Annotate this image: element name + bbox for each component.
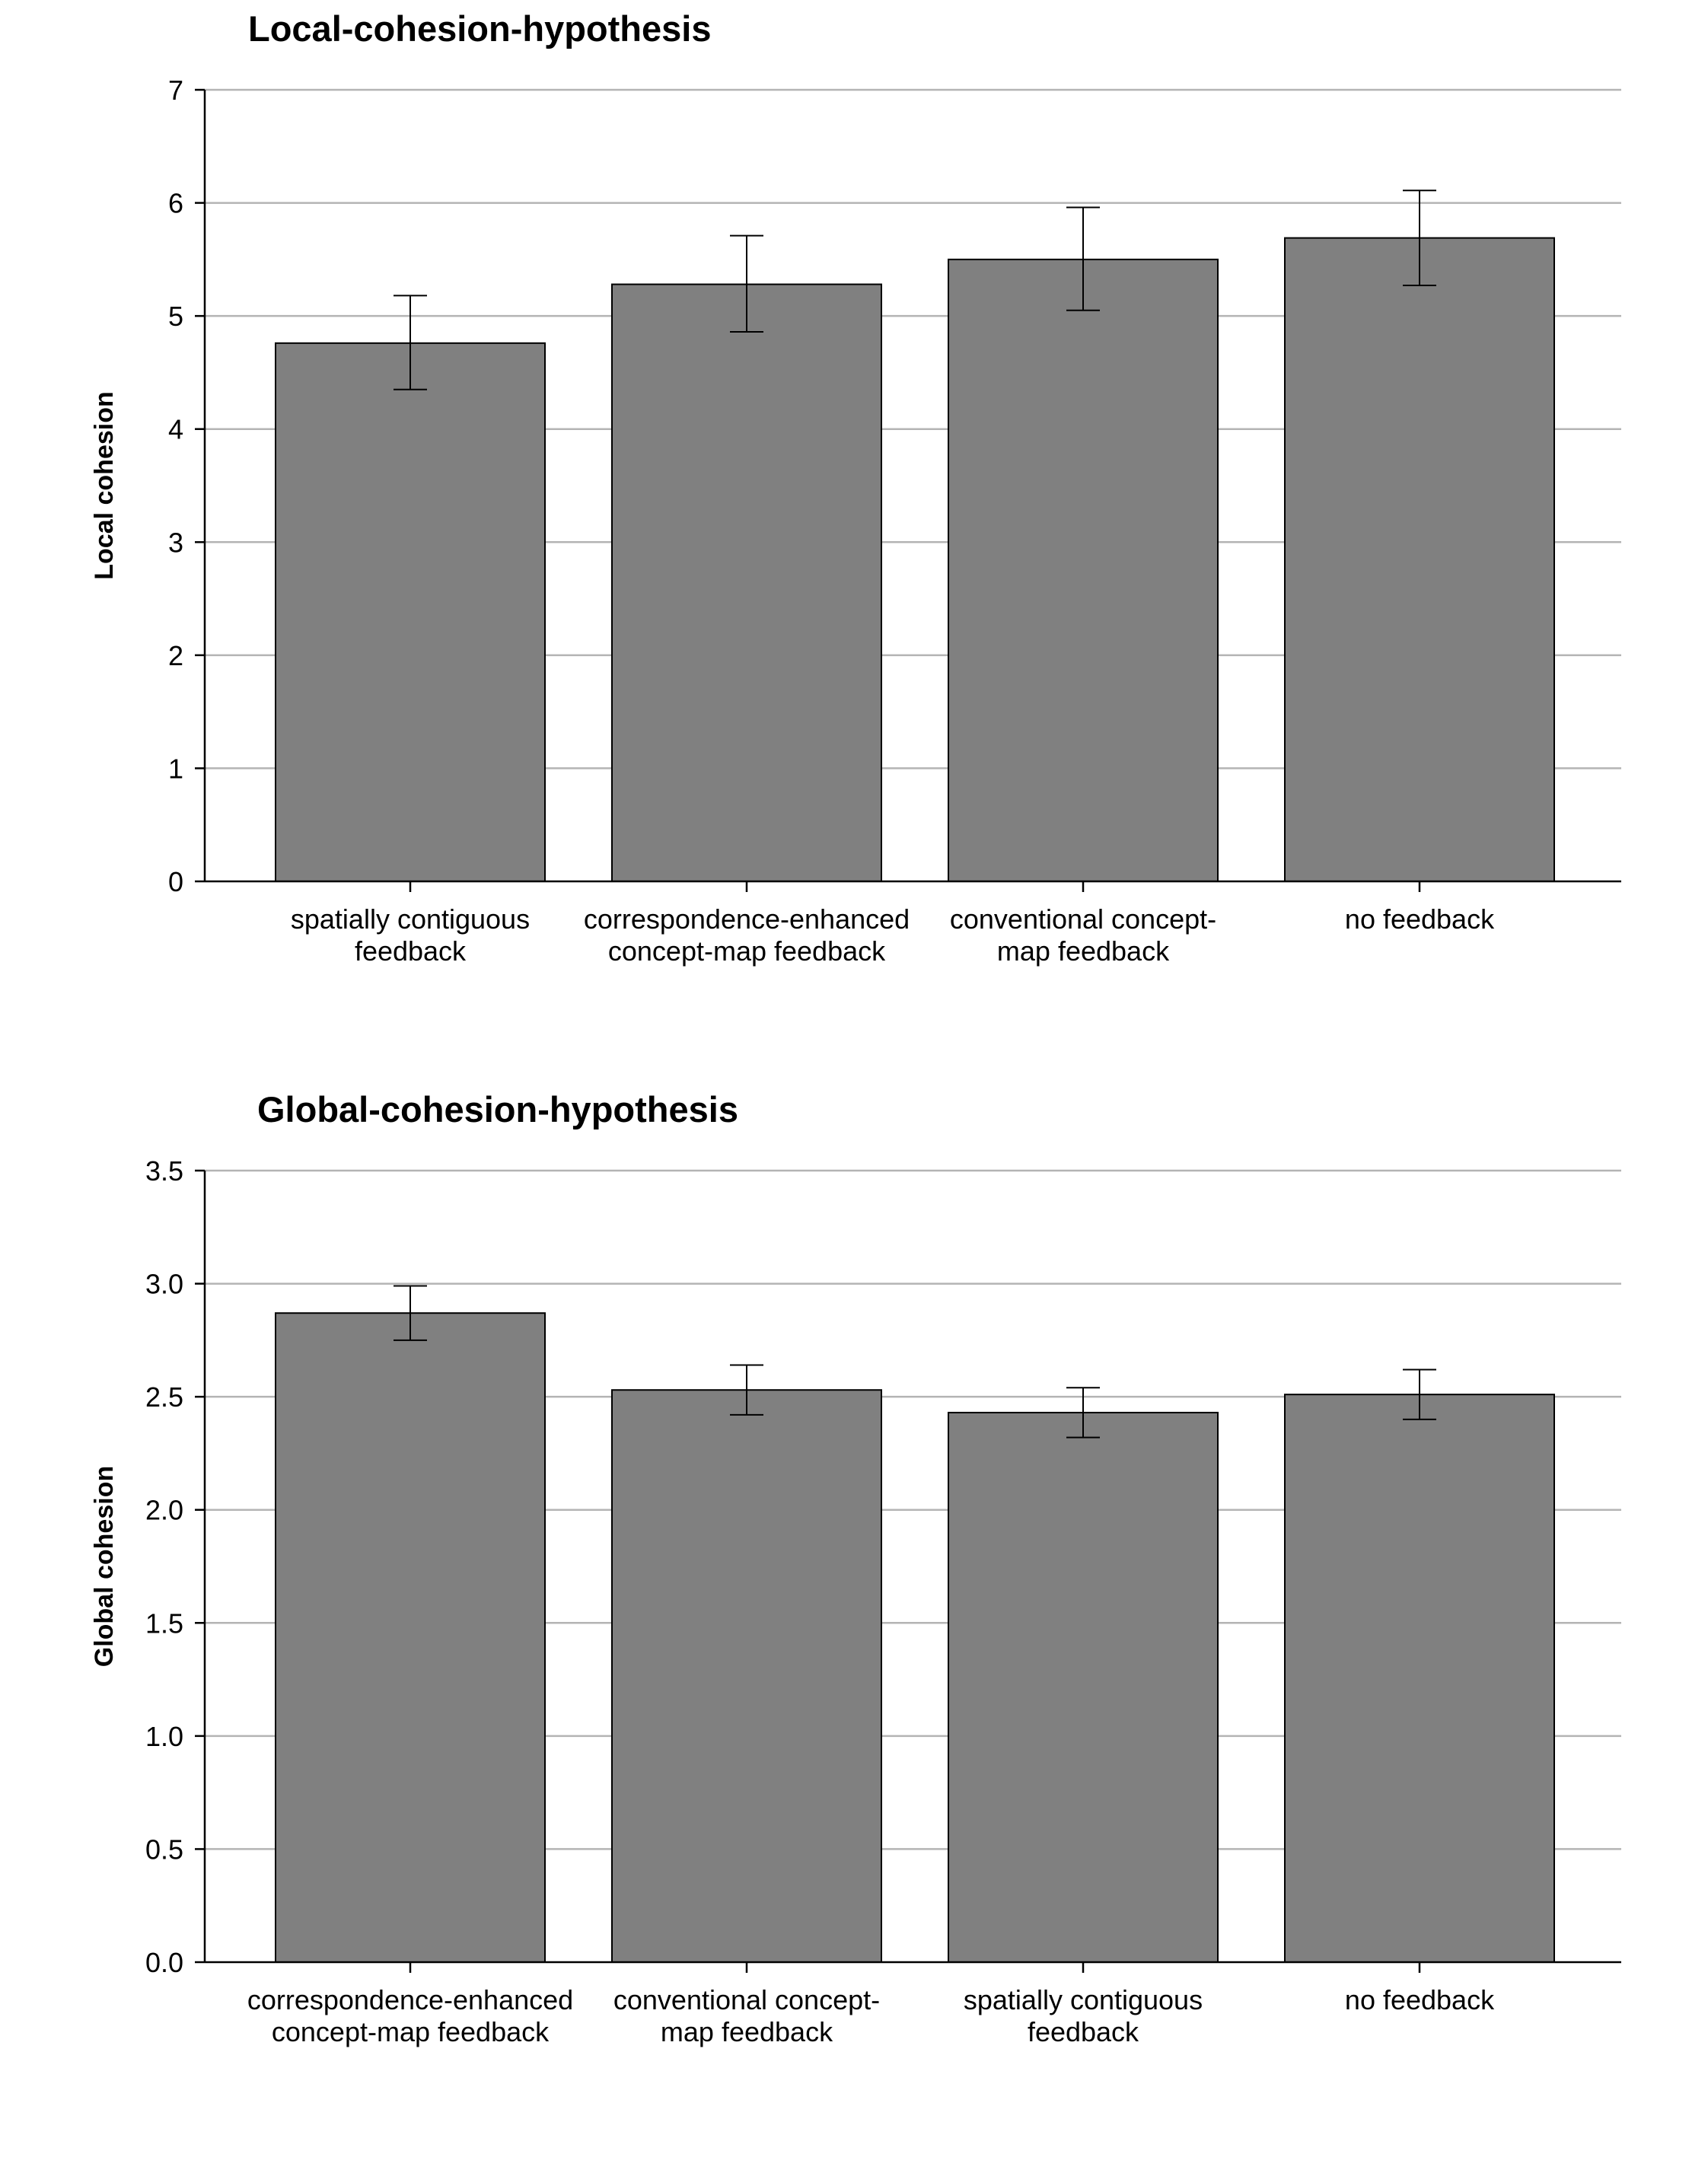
category-label: conventional concept-map feedback xyxy=(950,903,1216,967)
error-bar xyxy=(394,295,427,390)
category-label-line: conventional concept- xyxy=(613,1984,880,2015)
error-bar xyxy=(730,1364,763,1416)
category-label-line: map feedback xyxy=(661,2016,833,2047)
y-tick-label: 1.5 xyxy=(145,1607,183,1639)
y-tick-label: 4 xyxy=(168,414,183,445)
y-axis-label: Global cohesion xyxy=(90,1466,119,1667)
global-cohesion-chart: Global-cohesion-hypothesis 0.0 0.5 1.0 1.5 2.… xyxy=(90,1089,1621,2047)
bar xyxy=(611,1389,882,1963)
y-tick-label: 0.5 xyxy=(145,1834,183,1865)
y-tick-label: 3.5 xyxy=(145,1155,183,1187)
y-tick-label: 3 xyxy=(168,527,183,558)
bar xyxy=(275,342,546,882)
bar xyxy=(1284,1394,1555,1963)
category-label-line: correspondence-enhanced xyxy=(247,1984,573,2015)
error-bar xyxy=(394,1285,427,1341)
category-label: no feedback xyxy=(1345,903,1495,935)
bar xyxy=(948,258,1219,883)
y-tick-label: 2.5 xyxy=(145,1381,183,1413)
local-cohesion-chart: Local-cohesion-hypothesis 0 1 2 3 4 5 6 7 spatial… xyxy=(90,8,1621,967)
y-axis-label: Local cohesion xyxy=(90,391,119,580)
category-label: conventional concept-map feedback xyxy=(613,1984,880,2047)
error-bar xyxy=(1066,206,1100,311)
error-bar xyxy=(1066,1387,1100,1439)
category-label: no feedback xyxy=(1345,1984,1495,2015)
category-label-line: conventional concept- xyxy=(950,903,1216,935)
error-bar xyxy=(730,234,763,333)
category-label-line: feedback xyxy=(355,935,467,967)
category-label-line: correspondence-enhanced xyxy=(584,903,910,935)
y-tick-label: 6 xyxy=(168,188,183,219)
y-tick-label: 1.0 xyxy=(145,1721,183,1752)
chart-title: Local-cohesion-hypothesis xyxy=(248,8,711,49)
error-bar xyxy=(1403,190,1436,287)
y-tick-label: 3.0 xyxy=(145,1269,183,1300)
error-bar xyxy=(1403,1368,1436,1420)
chart-title: Global-cohesion-hypothesis xyxy=(257,1089,738,1129)
y-tick-label: 5 xyxy=(168,301,183,332)
bar xyxy=(275,1312,546,1963)
y-tick-label: 0.0 xyxy=(145,1947,183,1978)
y-tick-label: 2 xyxy=(168,640,183,671)
category-label-line: concept-map feedback xyxy=(272,2016,550,2047)
y-tick-label: 0 xyxy=(168,866,183,897)
category-label-line: map feedback xyxy=(997,935,1170,967)
category-label-line: concept-map feedback xyxy=(608,935,886,967)
category-label-line: feedback xyxy=(1028,2016,1139,2047)
bar xyxy=(611,283,882,882)
y-tick-label: 2.0 xyxy=(145,1495,183,1526)
category-label-line: no feedback xyxy=(1345,903,1495,935)
category-label-line: spatially contiguous xyxy=(964,1984,1203,2015)
bar xyxy=(948,1411,1219,1963)
category-label-line: spatially contiguous xyxy=(291,903,530,935)
y-tick-label: 1 xyxy=(168,753,183,784)
y-tick-label: 7 xyxy=(168,75,183,106)
bar xyxy=(1284,237,1555,882)
category-label-line: no feedback xyxy=(1345,1984,1495,2015)
